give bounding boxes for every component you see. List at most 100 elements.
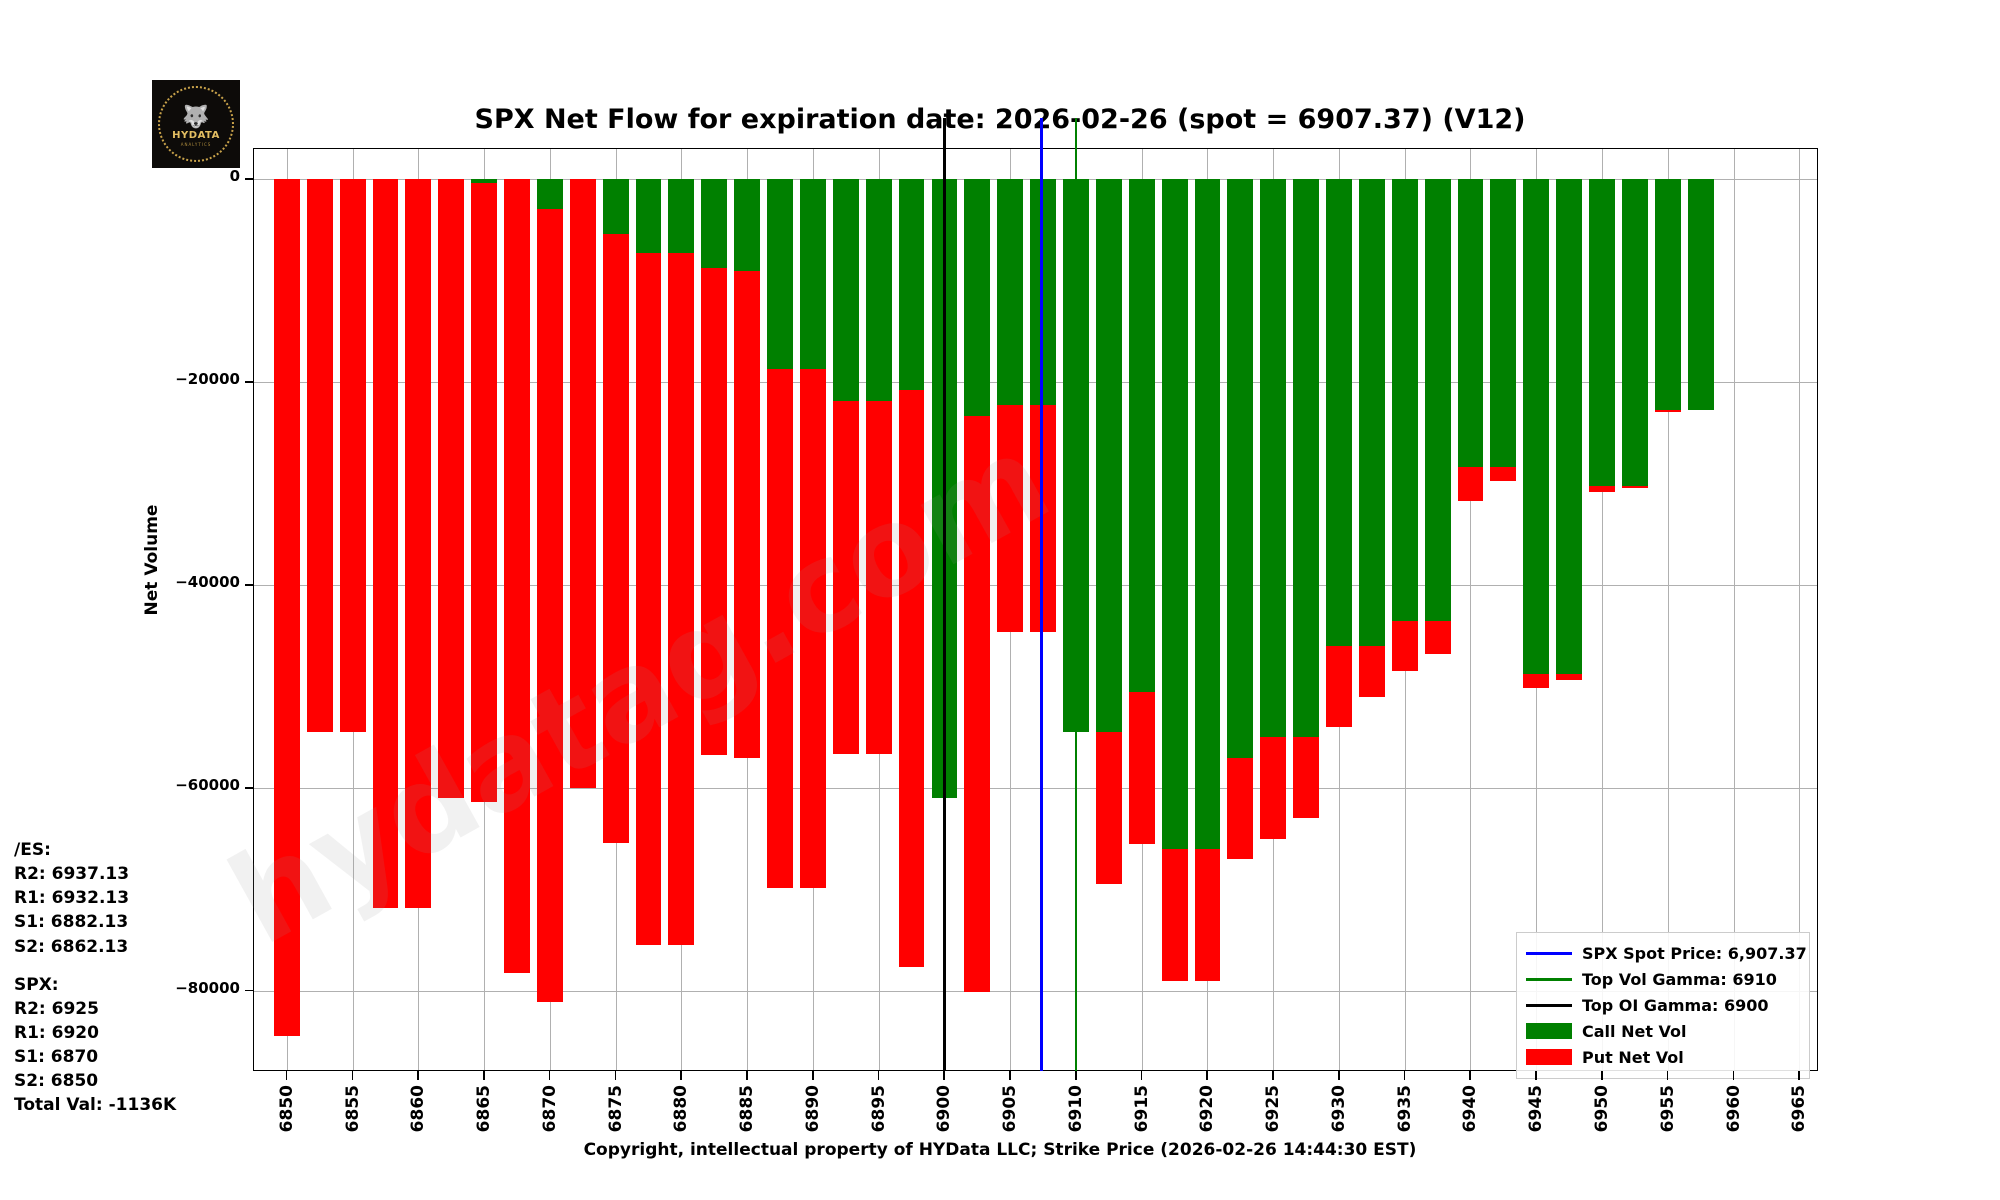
spx-r2: R2: 6925 — [14, 998, 99, 1019]
bar-put-net-vol — [1227, 757, 1254, 859]
bar-put-net-vol — [1161, 848, 1188, 981]
x-gridline — [1667, 149, 1669, 1070]
x-tick-label: 6965 — [1789, 1085, 1810, 1133]
legend-swatch-box — [1526, 1049, 1572, 1065]
info-spacer — [14, 959, 176, 973]
marker-line-oi — [943, 118, 946, 1071]
bar-put-net-vol — [1095, 732, 1122, 885]
bar-put-net-vol — [1523, 674, 1550, 688]
x-tick-label: 6855 — [342, 1085, 363, 1133]
legend-item[interactable]: Top OI Gamma: 6900 — [1526, 992, 1800, 1018]
bar-call-net-vol — [1523, 179, 1550, 675]
x-tick-mark — [417, 1071, 419, 1080]
x-gridline — [1602, 149, 1603, 1070]
x-tick-label: 6885 — [737, 1085, 758, 1133]
bar-put-net-vol — [767, 369, 793, 889]
chart-plot-inner — [254, 149, 1817, 1070]
bar-put-net-vol — [536, 208, 563, 1002]
legend-item[interactable]: SPX Spot Price: 6,907.37 — [1526, 940, 1807, 966]
bar-call-net-vol — [1589, 179, 1615, 486]
bar-call-net-vol — [635, 179, 662, 254]
logo-subtitle: ANALYTICS — [180, 142, 212, 147]
x-tick-mark — [1732, 1071, 1735, 1080]
bar-call-net-vol — [668, 179, 695, 254]
x-tick-mark — [1469, 1071, 1472, 1080]
bar-call-net-vol — [865, 179, 892, 401]
bar-call-net-vol — [1358, 179, 1385, 646]
bar-put-net-vol — [734, 270, 761, 758]
x-tick-label: 6900 — [934, 1085, 955, 1133]
x-tick-label: 6870 — [539, 1085, 560, 1133]
x-tick-label: 6930 — [1328, 1085, 1349, 1133]
legend-swatch-line — [1526, 977, 1572, 981]
marker-line-vol — [1074, 118, 1077, 1071]
legend-item[interactable]: Top Vol Gamma: 6910 — [1526, 966, 1800, 992]
x-tick-mark — [614, 1071, 617, 1080]
bar-call-net-vol — [1391, 179, 1418, 621]
y-tick-label: −80000 — [175, 978, 240, 997]
bar-call-net-vol — [602, 179, 629, 235]
x-tick-mark — [1272, 1071, 1274, 1080]
x-tick-label: 6865 — [474, 1085, 495, 1133]
es-s2: S2: 6862.13 — [14, 936, 129, 957]
y-tick-mark — [245, 584, 253, 586]
marker-line-spot — [1040, 118, 1043, 1071]
bar-call-net-vol — [1227, 179, 1254, 758]
spx-r1: R1: 6920 — [14, 1022, 99, 1043]
logo-ring: 🐺 HYDATA ANALYTICS — [158, 86, 234, 162]
y-tick-label: −60000 — [175, 776, 240, 794]
bar-call-net-vol — [1293, 179, 1320, 738]
hydata-logo: 🐺 HYDATA ANALYTICS — [152, 80, 240, 168]
x-tick-label: 6905 — [1000, 1085, 1021, 1133]
y-gridline — [254, 990, 1817, 992]
x-tick-mark — [1206, 1071, 1209, 1080]
bar-put-net-vol — [1654, 409, 1681, 412]
spx-s2: S2: 6850 — [14, 1071, 99, 1092]
x-gridline — [1799, 149, 1801, 1070]
bar-call-net-vol — [1490, 179, 1517, 468]
bar-put-net-vol — [273, 179, 300, 1037]
legend-item[interactable]: Put Net Vol — [1526, 1044, 1800, 1070]
x-tick-mark — [746, 1071, 748, 1080]
x-tick-label: 6955 — [1657, 1085, 1678, 1133]
x-tick-label: 6960 — [1723, 1085, 1744, 1133]
x-tick-mark — [483, 1071, 485, 1080]
legend-swatch-box — [1526, 1023, 1572, 1039]
levels-info-block: /ES: R2: 6937.13 R1: 6932.13 S1: 6882.13… — [14, 838, 176, 1117]
bar-call-net-vol — [734, 179, 761, 271]
y-tick-mark — [245, 381, 253, 383]
bar-put-net-vol — [1424, 620, 1451, 655]
bar-call-net-vol — [536, 179, 563, 209]
bar-call-net-vol — [1457, 179, 1484, 468]
bar-put-net-vol — [438, 179, 465, 799]
x-tick-label: 6860 — [408, 1085, 429, 1133]
y-gridline — [254, 788, 1817, 789]
y-tick-label: −20000 — [175, 370, 240, 389]
bar-call-net-vol — [1654, 179, 1681, 410]
x-tick-label: 6950 — [1592, 1085, 1612, 1133]
x-tick-label: 6895 — [868, 1085, 889, 1133]
bar-put-net-vol — [635, 253, 662, 946]
x-tick-mark — [1666, 1071, 1669, 1080]
spx-s1: S1: 6870 — [14, 1047, 99, 1067]
bar-put-net-vol — [1589, 485, 1615, 492]
chart-plot-area — [253, 148, 1818, 1071]
es-r2: R2: 6937.13 — [14, 864, 130, 885]
bar-call-net-vol — [1128, 179, 1155, 692]
legend-swatch-line — [1526, 951, 1572, 955]
legend-item[interactable]: Call Net Vol — [1526, 1018, 1800, 1044]
total-val: Total Val: -1136K — [14, 1095, 177, 1116]
bar-call-net-vol — [799, 179, 826, 370]
bar-put-net-vol — [569, 179, 596, 788]
bar-put-net-vol — [865, 400, 892, 754]
bar-put-net-vol — [964, 415, 991, 992]
bar-put-net-vol — [471, 183, 498, 803]
x-tick-label: 6910 — [1065, 1085, 1086, 1133]
bar-call-net-vol — [1161, 179, 1188, 849]
chart-legend: SPX Spot Price: 6,907.37 Top Vol Gamma: 6… — [1516, 932, 1810, 1079]
chart-title: SPX Net Flow for expiration date: 2026-0… — [474, 104, 1526, 135]
y-axis-label: Net Volume — [142, 504, 162, 616]
legend-label: Put Net Vol — [1582, 1047, 1684, 1067]
bar-put-net-vol — [602, 234, 629, 843]
bar-put-net-vol — [1457, 467, 1484, 501]
